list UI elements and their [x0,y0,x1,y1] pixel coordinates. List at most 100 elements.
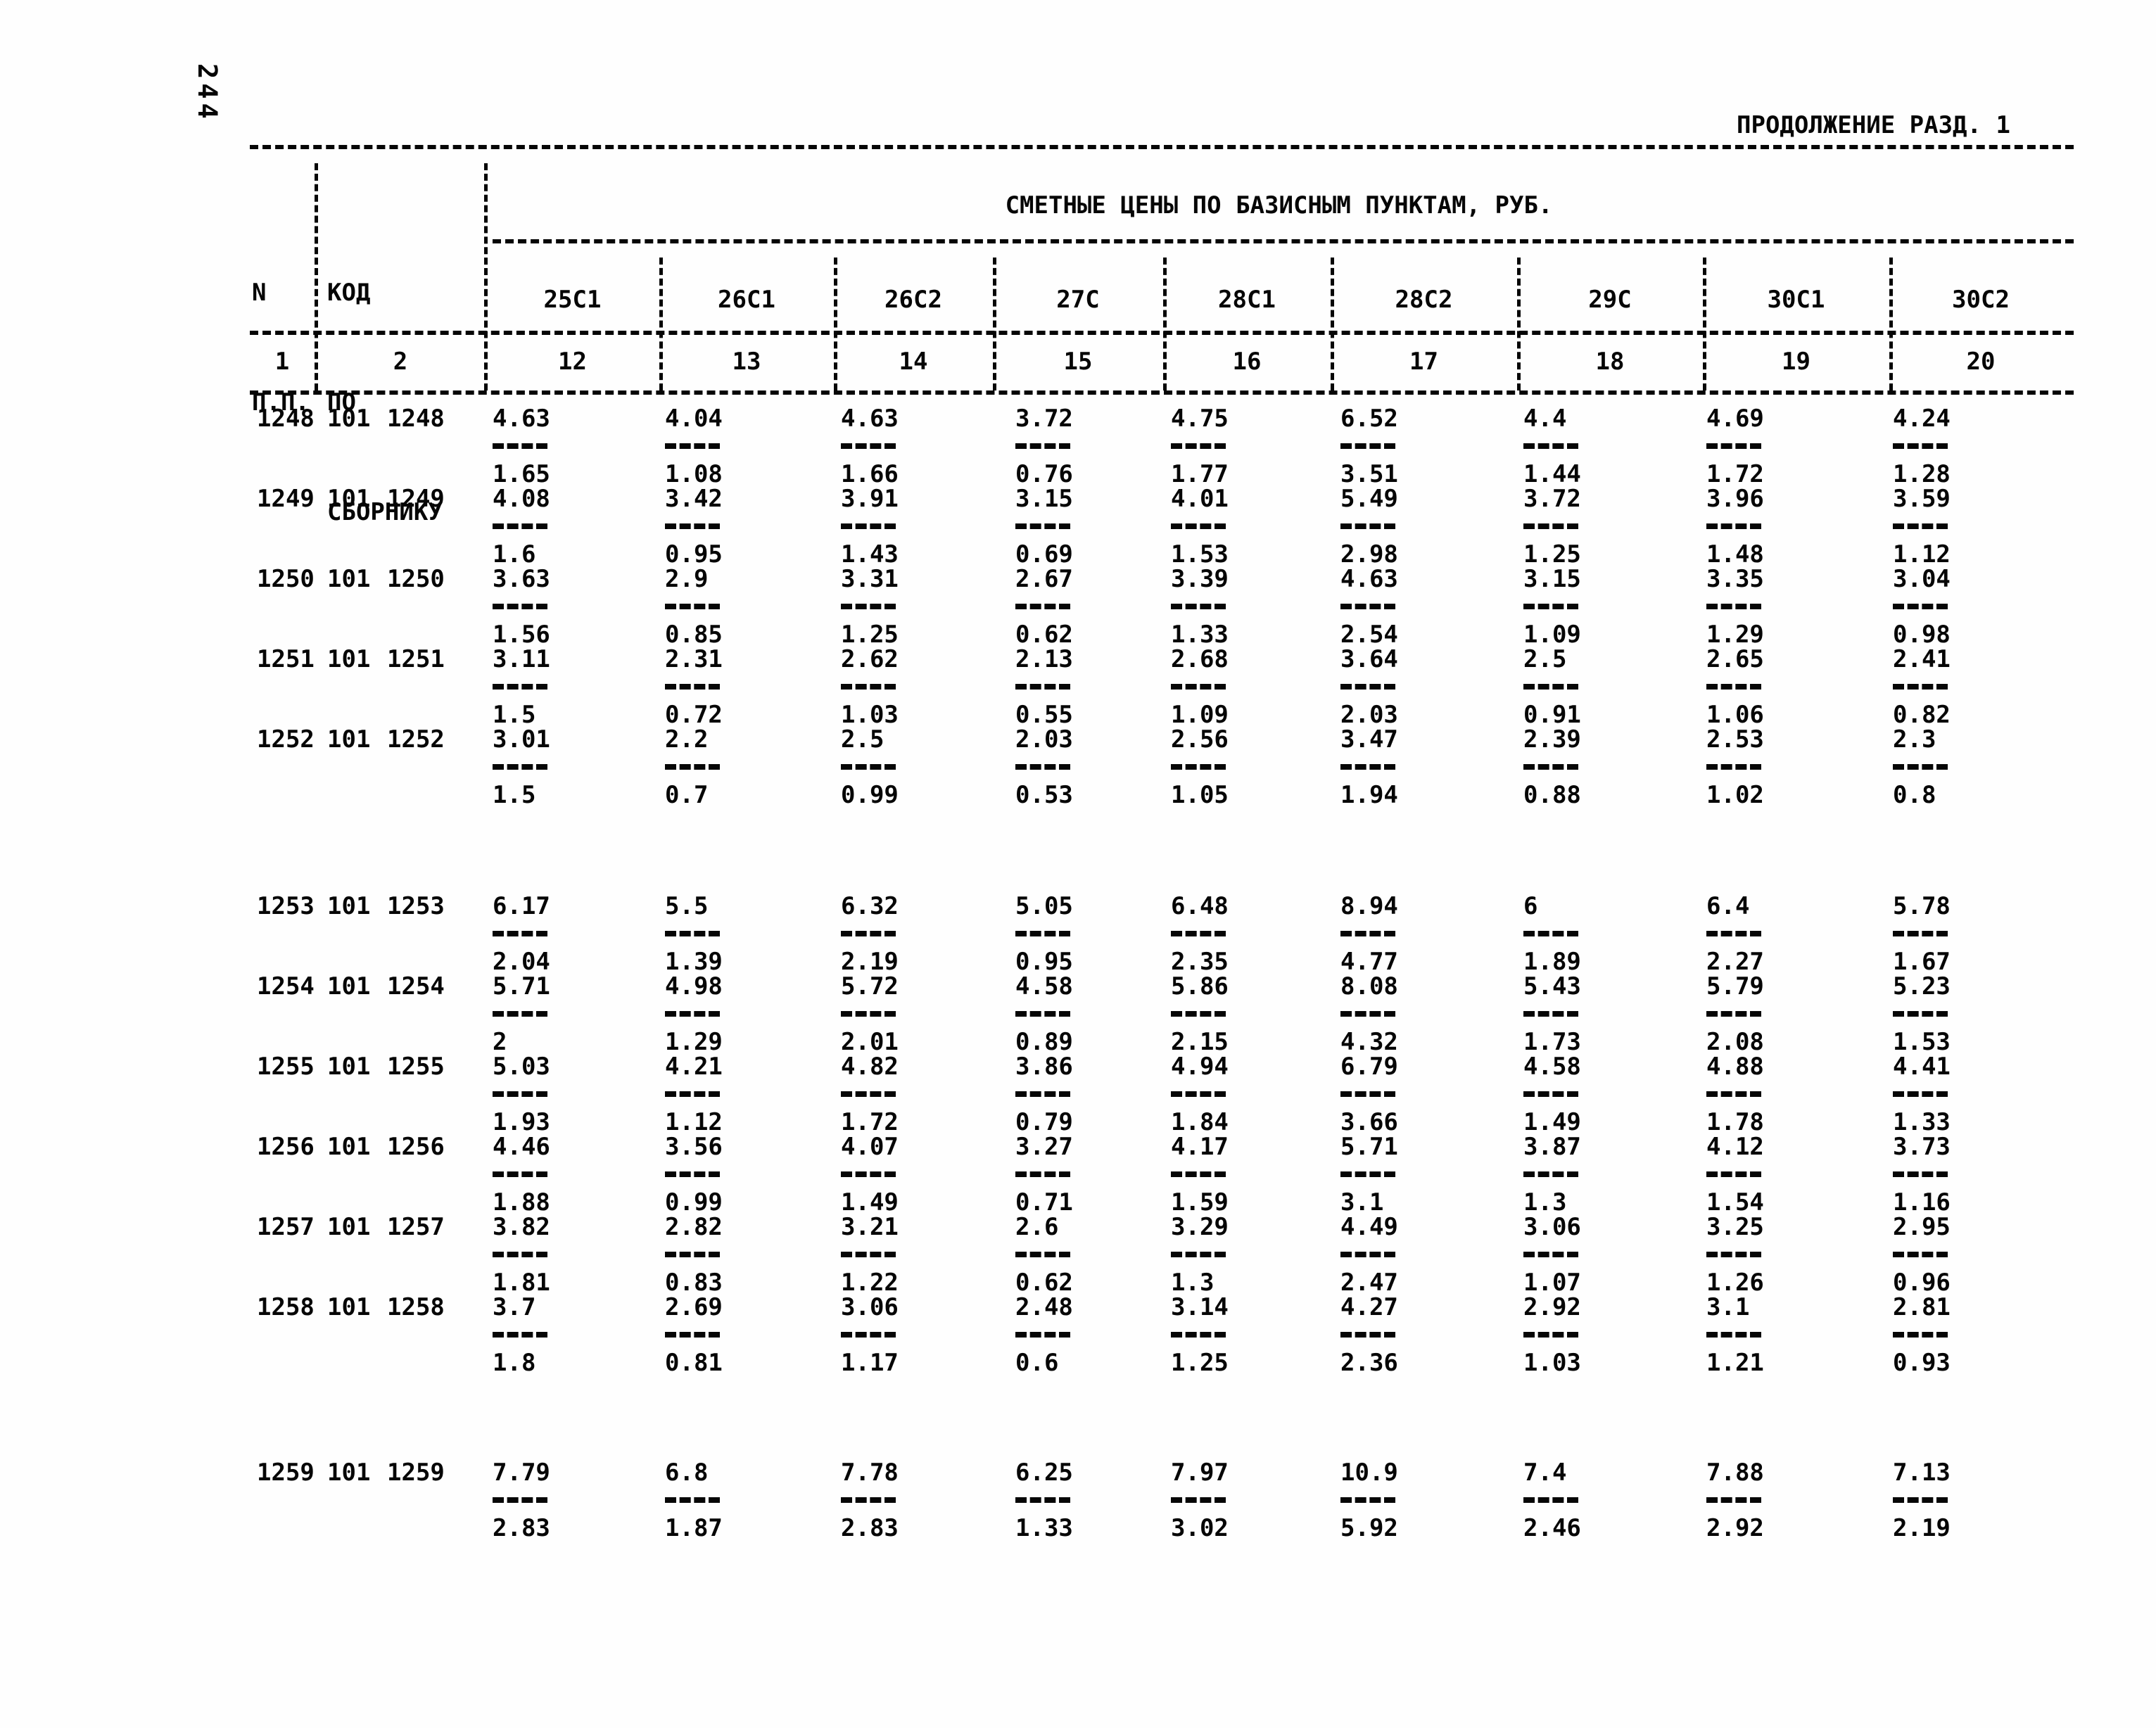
price-fraction-cell: 4.75 1.77 [1171,405,1229,488]
table-row: 1256 101 1256 4.46 1.88 3.56 0.99 4.07 1.49 3.27 0… [0,1133,2156,1216]
fraction-bar [665,1332,720,1338]
table-row: 1253 101 1253 6.17 2.04 5.5 1.39 6.32 2.19 5.05 0.… [0,892,2156,976]
fraction-numerator: 2.81 [1893,1293,1951,1321]
fraction-bar [1171,1091,1226,1097]
fraction-bar [1893,684,1948,690]
row-number-cell: 1250 [257,565,315,593]
price-fraction-cell: 4.21 1.12 [665,1053,723,1136]
fraction-denominator: 1.16 [1893,1188,1951,1216]
fraction-numerator: 5.78 [1893,892,1951,920]
fraction-numerator: 4.63 [1340,565,1398,593]
fraction-numerator: 4.08 [493,485,550,513]
fraction-numerator: 4.58 [1015,972,1073,1000]
price-fraction-cell: 4.69 1.72 [1706,405,1764,488]
price-fraction-cell: 3.64 2.03 [1340,645,1398,729]
price-fraction-cell: 6 1.89 [1523,892,1581,976]
rule-top [250,145,2074,149]
fraction-denominator: 1.03 [1523,1349,1581,1377]
fraction-denominator: 1.5 [493,781,536,809]
fraction-bar [1015,523,1070,529]
fraction-denominator: 0.99 [841,781,899,809]
price-fraction-cell: 2.65 1.06 [1706,645,1764,729]
fraction-denominator: 1.84 [1171,1108,1229,1136]
price-column-label: 26С1 [718,286,775,314]
price-fraction-cell: 5.79 2.08 [1706,972,1764,1056]
fraction-denominator: 0.83 [665,1269,723,1297]
fraction-bar [493,684,547,690]
code-cell-prefix: 101 [327,565,371,593]
fraction-bar [1015,1011,1070,1017]
table-row: 1252 101 1252 3.01 1.5 2.2 0.7 2.5 0.99 2.03 0.53 2… [0,725,2156,809]
fraction-denominator: 1.22 [841,1269,899,1297]
fraction-bar [1340,1091,1395,1097]
fraction-denominator: 1.3 [1523,1188,1567,1216]
fraction-bar [1523,523,1578,529]
fraction-bar [1340,443,1395,449]
price-fraction-cell: 2.31 0.72 [665,645,723,729]
fraction-denominator: 2.19 [1893,1514,1951,1542]
fraction-bar [1523,1252,1578,1257]
fraction-denominator: 0.79 [1015,1108,1073,1136]
fraction-numerator: 3.63 [493,565,550,593]
fraction-bar [841,1091,896,1097]
price-fraction-cell: 2.13 0.55 [1015,645,1073,729]
fraction-bar [1523,684,1578,690]
column-number: 1 [274,348,290,376]
column-number: 20 [1966,348,1996,376]
code-cell-suffix: 1254 [387,972,445,1000]
fraction-bar [1706,1091,1761,1097]
fraction-denominator: 2.36 [1340,1349,1398,1377]
fraction-denominator: 1.44 [1523,460,1581,488]
fraction-numerator: 5.23 [1893,972,1951,1000]
fraction-denominator: 1.25 [1523,540,1581,568]
price-fraction-cell: 3.87 1.3 [1523,1133,1581,1216]
fraction-bar [841,764,896,770]
fraction-denominator: 2.15 [1171,1028,1229,1056]
fraction-numerator: 4.58 [1523,1053,1581,1081]
fraction-numerator: 4.98 [665,972,723,1000]
fraction-denominator: 0.91 [1523,701,1581,729]
price-fraction-cell: 3.21 1.22 [841,1213,899,1297]
fraction-bar [1171,931,1226,936]
price-fraction-cell: 4.94 1.84 [1171,1053,1229,1136]
price-fraction-cell: 6.32 2.19 [841,892,899,976]
fraction-numerator: 7.97 [1171,1459,1229,1487]
fraction-denominator: 1.77 [1171,460,1229,488]
fraction-numerator: 6.17 [493,892,550,920]
fraction-denominator: 1.33 [1171,621,1229,649]
price-fraction-cell: 3.04 0.98 [1893,565,1951,649]
fraction-bar [841,684,896,690]
fraction-denominator: 0.98 [1893,621,1951,649]
fraction-numerator: 2.13 [1015,645,1073,673]
price-column-label: 30С2 [1952,286,2010,314]
fraction-bar [1523,604,1578,609]
fraction-bar [665,443,720,449]
price-column-label: 26С2 [884,286,942,314]
price-fraction-cell: 3.06 1.17 [841,1293,899,1377]
fraction-numerator: 4.21 [665,1053,723,1081]
fraction-bar [1340,764,1395,770]
price-fraction-cell: 4.27 2.36 [1340,1293,1398,1377]
fraction-numerator: 5.05 [1015,892,1073,920]
fraction-denominator: 0.96 [1893,1269,1951,1297]
fraction-denominator: 1.06 [1706,701,1764,729]
fraction-bar [1171,764,1226,770]
price-fraction-cell: 2.62 1.03 [841,645,899,729]
fraction-denominator: 1.67 [1893,948,1951,976]
fraction-numerator: 4.88 [1706,1053,1764,1081]
price-fraction-cell: 7.78 2.83 [841,1459,899,1542]
fraction-denominator: 1.12 [665,1108,723,1136]
price-fraction-cell: 2.3 0.8 [1893,725,1948,809]
code-cell-prefix: 101 [327,485,371,513]
fraction-numerator: 3.42 [665,485,723,513]
fraction-numerator: 3.86 [1015,1053,1073,1081]
price-fraction-cell: 5.78 1.67 [1893,892,1951,976]
fraction-numerator: 6.48 [1171,892,1229,920]
fraction-bar [1893,1011,1948,1017]
price-fraction-cell: 4.98 1.29 [665,972,723,1056]
fraction-numerator: 3.73 [1893,1133,1951,1161]
price-column-separator [834,258,837,390]
price-column-separator [1331,258,1334,390]
fraction-denominator: 1.09 [1171,701,1229,729]
fraction-denominator: 0.99 [665,1188,723,1216]
